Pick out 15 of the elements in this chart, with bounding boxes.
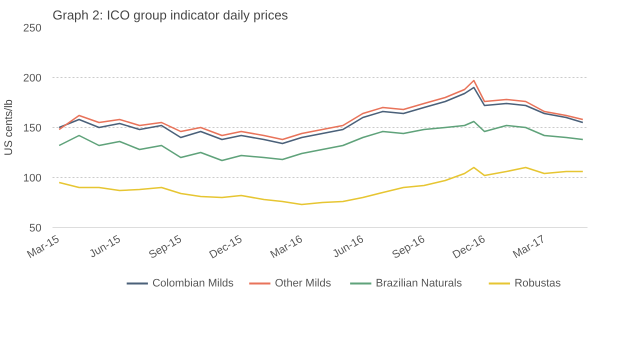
line-series <box>58 120 584 162</box>
y-tick-label: 200 <box>23 72 42 84</box>
line-series <box>58 86 584 144</box>
line-series <box>58 166 584 206</box>
legend-label: Other Milds <box>274 278 332 290</box>
y-axis-title: US cents/lb <box>3 99 16 156</box>
y-tick-label: 100 <box>23 172 42 184</box>
y-tick-label: 250 <box>23 22 42 34</box>
legend-label: Robustas <box>514 278 562 290</box>
y-tick-label: 50 <box>29 222 42 234</box>
y-tick-label: 150 <box>23 122 42 134</box>
legend-label: Colombian Milds <box>152 278 234 290</box>
legend-label: Brazilian Naturals <box>376 278 462 290</box>
chart-title: Graph 2: ICO group indicator daily prices <box>52 8 289 22</box>
line-series <box>58 80 584 140</box>
